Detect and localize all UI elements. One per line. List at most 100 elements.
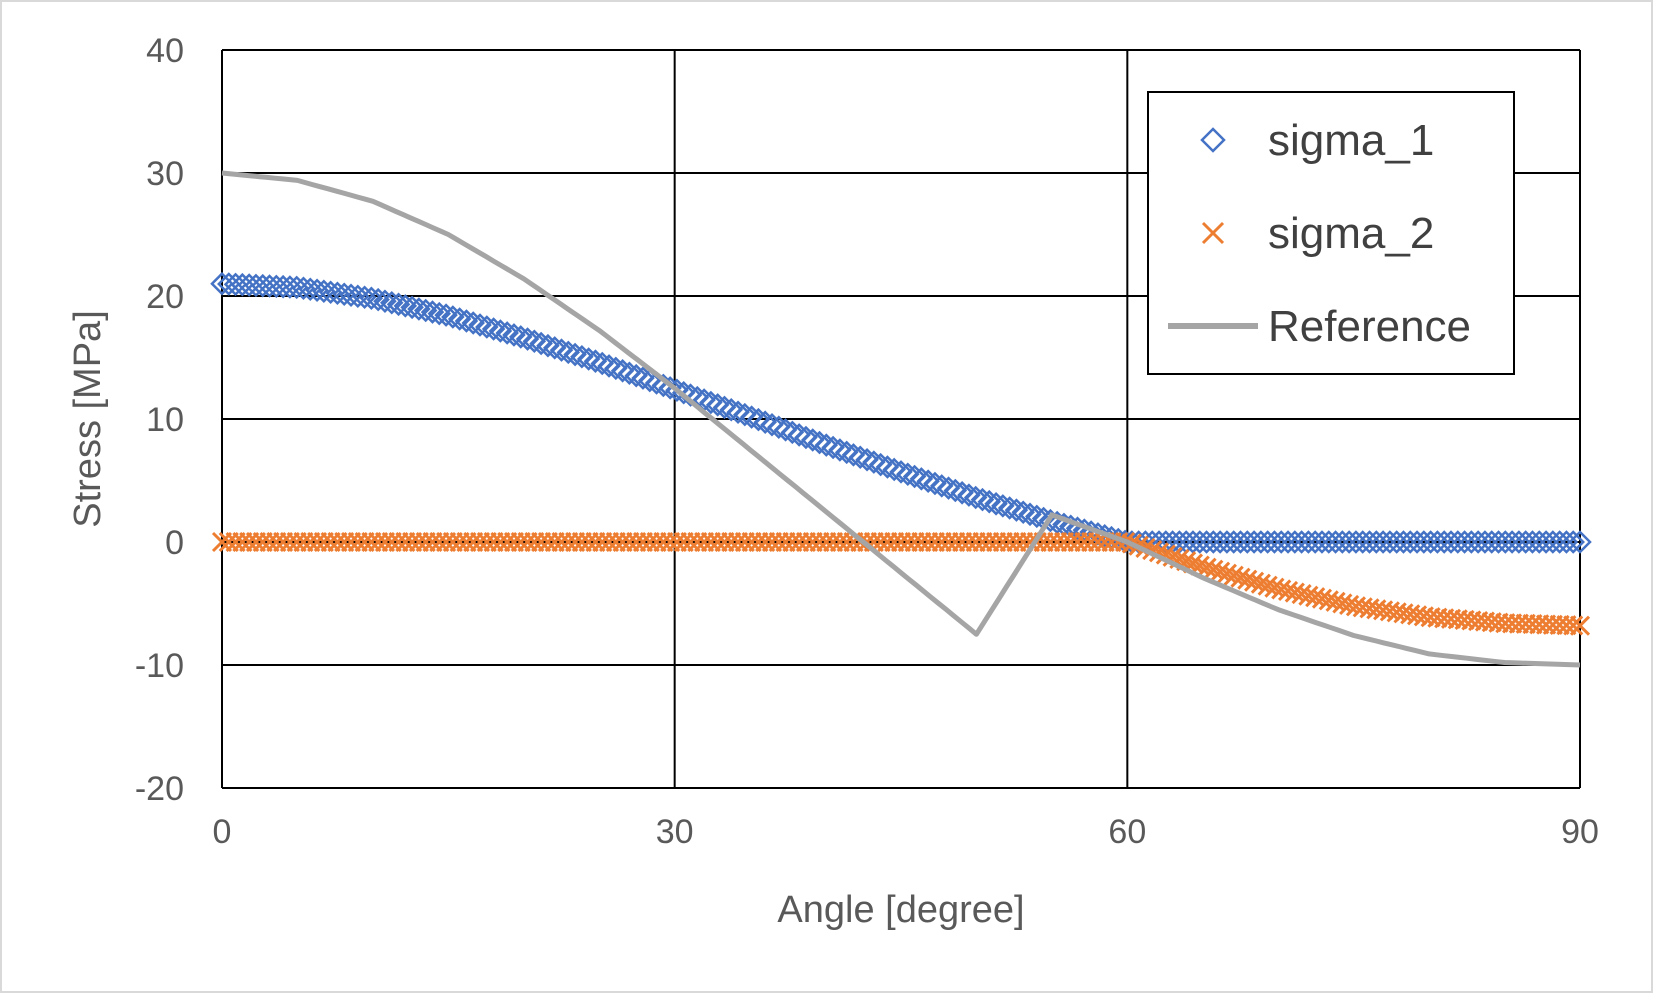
- legend-label-sigma-1: sigma_1: [1268, 116, 1434, 165]
- data-point-sigma-1: [617, 361, 642, 386]
- x-axis-title: Angle [degree]: [777, 889, 1024, 931]
- data-point-sigma-1: [868, 452, 893, 477]
- x-tick-label: 60: [1108, 813, 1146, 851]
- data-point-sigma-1: [957, 483, 981, 507]
- legend-label-reference: Reference: [1268, 302, 1471, 351]
- data-point-sigma-1: [1018, 502, 1042, 527]
- data-point-sigma-1: [848, 445, 873, 470]
- y-axis-title: Stress [MPa]: [67, 310, 109, 528]
- data-point-sigma-1: [339, 283, 363, 308]
- data-point-sigma-1: [393, 294, 418, 318]
- y-tick-label: -10: [135, 647, 184, 685]
- data-point-sigma-1: [1025, 504, 1049, 529]
- data-point-sigma-1: [624, 363, 648, 388]
- data-point-sigma-1: [875, 455, 900, 479]
- data-point-sigma-1: [753, 410, 777, 434]
- y-tick-label: 30: [146, 155, 184, 193]
- data-point-sigma-1: [604, 356, 628, 381]
- data-point-sigma-1: [739, 405, 764, 429]
- data-point-sigma-1: [950, 481, 974, 505]
- data-point-sigma-1: [549, 338, 574, 362]
- y-tick-label: 0: [165, 524, 184, 562]
- data-point-sigma-1: [896, 462, 920, 486]
- data-point-sigma-1: [373, 289, 397, 313]
- data-point-sigma-2: [1230, 567, 1251, 588]
- data-point-sigma-1: [441, 305, 465, 329]
- data-point-sigma-1: [325, 281, 350, 306]
- data-point-sigma-1: [780, 420, 805, 445]
- data-point-sigma-1: [678, 383, 703, 407]
- y-tick-label: 40: [146, 32, 184, 70]
- data-point-sigma-1: [379, 290, 404, 315]
- data-point-sigma-1: [386, 292, 411, 317]
- data-point-sigma-1: [420, 300, 445, 324]
- legend-marker-sigma-2-stroke: [1201, 221, 1225, 245]
- data-point-sigma-1: [563, 342, 587, 367]
- data-point-sigma-2: [1203, 559, 1224, 580]
- data-point-sigma-1: [746, 407, 771, 432]
- data-point-sigma-2-stroke: [1569, 615, 1591, 636]
- data-point-sigma-2: [1223, 565, 1244, 586]
- data-point-sigma-2-stroke: [1237, 569, 1258, 590]
- data-point-sigma-1: [712, 395, 737, 420]
- x-tick-label: 30: [656, 813, 694, 851]
- data-point-sigma-2: [1196, 557, 1217, 578]
- tick-labels: -20 -10 0 10 20 30 40 0 30 60 90: [135, 32, 1599, 851]
- y-tick-label: -20: [135, 770, 184, 808]
- data-point-sigma-2-stroke: [1244, 571, 1265, 592]
- data-point-sigma-1: [807, 430, 832, 455]
- data-point-sigma-2: [1569, 615, 1591, 636]
- data-point-sigma-1: [312, 279, 336, 304]
- legend: sigma_1 sigma_2 Reference: [1147, 91, 1515, 375]
- data-point-sigma-2: [1257, 575, 1278, 596]
- data-point-sigma-2: [1563, 615, 1584, 636]
- data-point-sigma-1: [902, 464, 927, 489]
- data-point-sigma-2-stroke: [1196, 557, 1217, 578]
- data-point-sigma-1: [413, 298, 438, 323]
- data-point-sigma-1: [332, 282, 356, 307]
- data-point-sigma-1: [705, 393, 730, 417]
- data-point-sigma-1: [1011, 500, 1035, 524]
- data-point-sigma-1: [461, 311, 485, 335]
- data-point-sigma-1: [977, 489, 1002, 514]
- legend-label-sigma-2: sigma_2: [1268, 209, 1434, 258]
- data-point-sigma-1: [970, 487, 995, 512]
- data-point-sigma-1: [481, 317, 506, 341]
- data-point-sigma-1: [834, 440, 859, 465]
- data-point-sigma-2-stroke: [1223, 565, 1244, 586]
- data-point-sigma-1: [943, 478, 968, 503]
- data-point-sigma-1: [658, 376, 682, 400]
- data-point-sigma-1: [936, 476, 961, 500]
- data-point-sigma-1: [305, 278, 329, 303]
- data-point-sigma-2-stroke: [1563, 615, 1584, 636]
- data-point-sigma-1: [767, 415, 791, 440]
- data-point-sigma-1: [699, 390, 723, 415]
- data-point-sigma-1: [536, 333, 560, 358]
- data-point-sigma-1: [814, 433, 839, 457]
- data-point-sigma-1: [726, 400, 750, 424]
- data-point-sigma-1: [407, 297, 431, 321]
- data-point-sigma-1: [298, 277, 323, 302]
- data-point-sigma-1: [916, 469, 940, 493]
- data-point-sigma-1: [841, 443, 866, 467]
- data-point-sigma-1: [855, 447, 879, 472]
- data-point-sigma-1: [346, 284, 370, 309]
- data-point-sigma-1: [434, 303, 458, 327]
- data-point-sigma-1: [794, 425, 818, 450]
- data-point-sigma-2: [1216, 563, 1237, 584]
- data-point-sigma-1: [733, 402, 757, 427]
- data-point-sigma-2-stroke: [1203, 559, 1224, 580]
- data-point-sigma-1: [400, 295, 424, 320]
- data-point-sigma-1: [542, 336, 567, 360]
- data-point-sigma-1: [318, 280, 343, 305]
- data-point-sigma-1: [984, 492, 1008, 516]
- data-point-sigma-1: [923, 471, 947, 496]
- data-point-sigma-1: [556, 340, 581, 365]
- legend-marker-sigma-1: [1200, 127, 1226, 153]
- data-point-sigma-2-stroke: [1257, 575, 1278, 596]
- data-point-sigma-1: [475, 315, 499, 339]
- data-point-sigma-1: [991, 494, 1015, 518]
- legend-marker-sigma-2: [1201, 221, 1225, 245]
- y-tick-label: 10: [146, 401, 184, 439]
